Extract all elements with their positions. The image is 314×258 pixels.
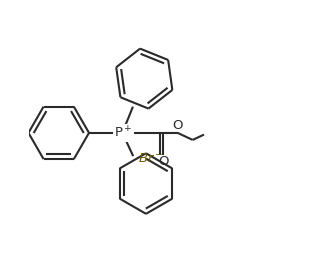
Text: O: O <box>158 155 169 168</box>
Text: O: O <box>172 119 183 132</box>
Text: P$^+$: P$^+$ <box>114 125 133 141</box>
Text: Br$^-$: Br$^-$ <box>138 152 163 165</box>
